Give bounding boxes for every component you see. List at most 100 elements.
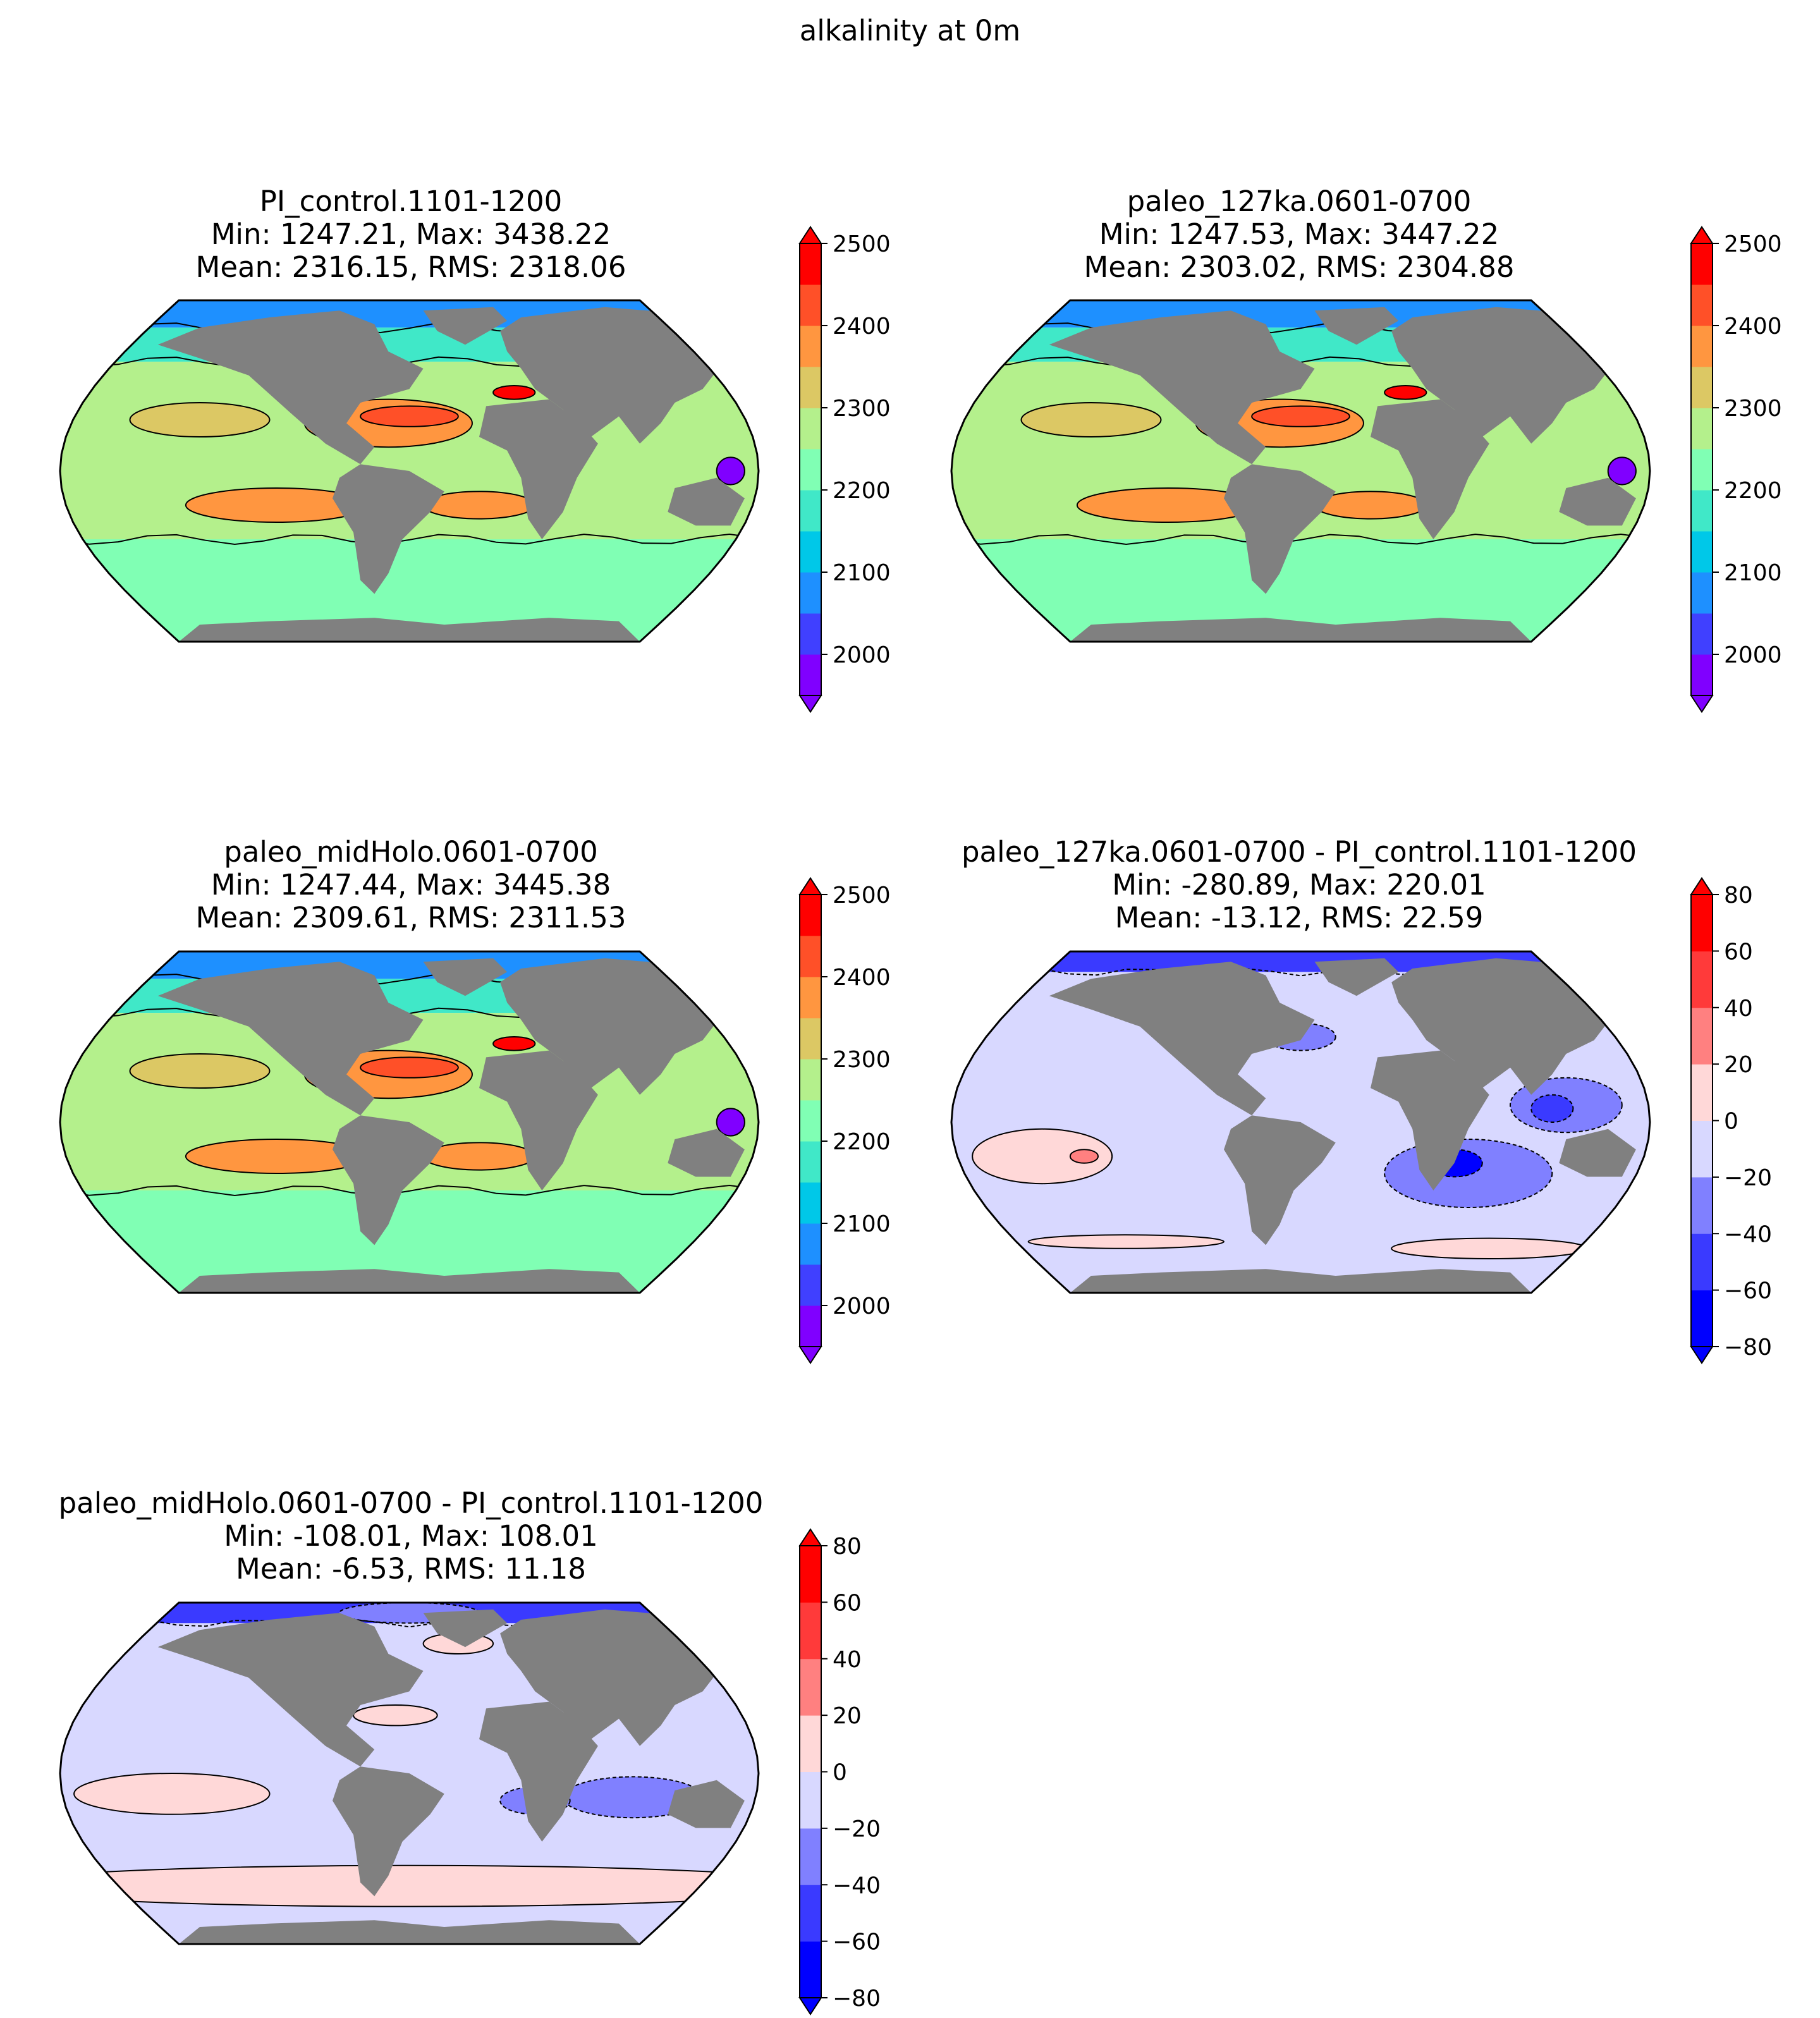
land-africa [1371,1050,1489,1190]
land-northAmerica [157,310,424,465]
colorbar-tick-label: −20 [833,1816,881,1842]
panel-3-stats-line-2: Mean: 2309.61, RMS: 2311.53 [195,901,626,934]
colorbar-segment [800,284,821,326]
colorbar-2: 2000 2100 2200 2300 2400 2500 [1690,226,1782,713]
land-australia [668,1780,745,1828]
contour-region [492,385,536,400]
colorbar-segment [800,449,821,491]
colorbar-extend-min [798,695,822,713]
land-antarctica [178,1269,640,1293]
colorbar-tick-label: 2500 [833,883,891,908]
colorbar-tick-label: 2500 [833,231,891,257]
panel-1-title-block: PI_control.1101-1200 Min: 1247.21, Max: … [0,185,822,284]
colorbar-tick-label: 20 [833,1703,862,1729]
map-field-5 [60,1603,759,1944]
map-panel-1 [59,299,760,643]
map-boundary [950,299,1651,643]
land-australia [1559,477,1636,526]
colorbar-4: −80 −60 −40 −20 0 20 40 60 80 [1690,877,1772,1364]
map-panel-3 [59,950,760,1294]
colorbar-tick-label: 20 [1724,1052,1753,1078]
colorbar-segment [1691,243,1713,285]
colorbar-segment [800,1828,821,1885]
panel-3-title-block: paleo_midHolo.0601-0700 Min: 1247.44, Ma… [0,836,822,934]
colorbar-tick-label: −80 [833,1986,881,2012]
contour-region [129,402,271,437]
land-africa [479,1701,598,1842]
colorbar-segment [800,895,821,936]
contour-region [360,405,459,427]
contour-region [1027,1234,1225,1249]
colorbar-tick-label: 2000 [1724,642,1782,668]
contour-region [1384,385,1427,400]
colorbar-tick-label: 40 [833,1647,862,1673]
contour-region [60,1864,759,1907]
panel-3-stats-line-1: Min: 1247.44, Max: 3445.38 [211,868,611,902]
land-southAmerica [333,464,444,594]
colorbar-segment [1691,1120,1713,1178]
colorbar-tick-label: 2000 [833,642,891,668]
map-panel-5 [59,1601,760,1945]
colorbar-segment [1691,531,1713,573]
colorbar-tick-label: −40 [1724,1221,1772,1247]
colorbar-5: −80 −60 −40 −20 0 20 40 60 80 [798,1528,881,2015]
land-africa [479,399,598,539]
land-southAmerica [1224,1115,1336,1245]
land-eurasia [1391,958,1622,1095]
colorbar-frame [799,243,822,696]
panel-4-stats-line-1: Min: -280.89, Max: 220.01 [1112,868,1486,902]
land-southAmerica [333,1766,444,1897]
colorbar-segment [1691,1233,1713,1291]
colorbar-tick-label: 2300 [833,396,891,422]
colorbar-extend-max [1690,877,1714,895]
colorbar-tick-label: 2100 [1724,560,1782,586]
colorbar-segment [800,490,821,532]
map-field-1 [60,300,759,642]
colorbar-tick-label: 60 [1724,939,1753,965]
colorbar-tick-label: 80 [833,1534,862,1560]
contour-line [60,533,759,546]
land-northAmerica [157,962,424,1116]
contour-region [492,1036,536,1051]
colorbar-segment [800,1141,821,1183]
contour-region [716,456,745,486]
contour-line [951,533,1650,546]
land-southAmerica [333,1115,444,1245]
colorbar-segment [800,1602,821,1660]
colorbar-segment [800,326,821,367]
map-boundary [59,299,760,643]
map-field-4 [951,951,1650,1293]
colorbar-segment [1691,490,1713,532]
colorbar-segment [1691,1177,1713,1234]
colorbar-segment [800,1658,821,1716]
colorbar-segment [800,1264,821,1306]
colorbar-segment [800,1941,821,1998]
land-australia [668,1128,745,1177]
contour-region [1251,405,1350,427]
colorbar-segment [1691,895,1713,951]
panel-5-title: paleo_midHolo.0601-0700 - PI_control.110… [58,1486,764,1520]
contour-region [1020,402,1162,437]
contour-region [73,1773,271,1815]
land-northAmerica [157,1613,424,1767]
figure-suptitle: alkalinity at 0m [799,14,1021,47]
colorbar-extend-min [798,1997,822,2015]
colorbar-tick-label: 60 [833,1590,862,1616]
land-southAmerica [1224,464,1336,594]
panel-2-stats-line-1: Min: 1247.53, Max: 3447.22 [1099,217,1499,251]
panel-1-title: PI_control.1101-1200 [259,185,563,218]
panel-2-title-block: paleo_127ka.0601-0700 Min: 1247.53, Max:… [888,185,1710,284]
colorbar-segment [800,1771,821,1829]
colorbar-segment [800,572,821,614]
colorbar-tick-label: −80 [1724,1335,1772,1361]
colorbar-tick-label: 0 [1724,1109,1738,1135]
colorbar-frame [799,894,822,1347]
colorbar-tick-label: −40 [833,1873,881,1899]
panel-3-title: paleo_midHolo.0601-0700 [224,835,598,869]
colorbar-tick-label: 0 [833,1760,847,1786]
land-antarctica [1070,618,1532,642]
colorbar-segment [1691,613,1713,655]
colorbar-segment [800,613,821,655]
land-greenland [423,307,508,345]
colorbar-segment [800,1306,821,1347]
